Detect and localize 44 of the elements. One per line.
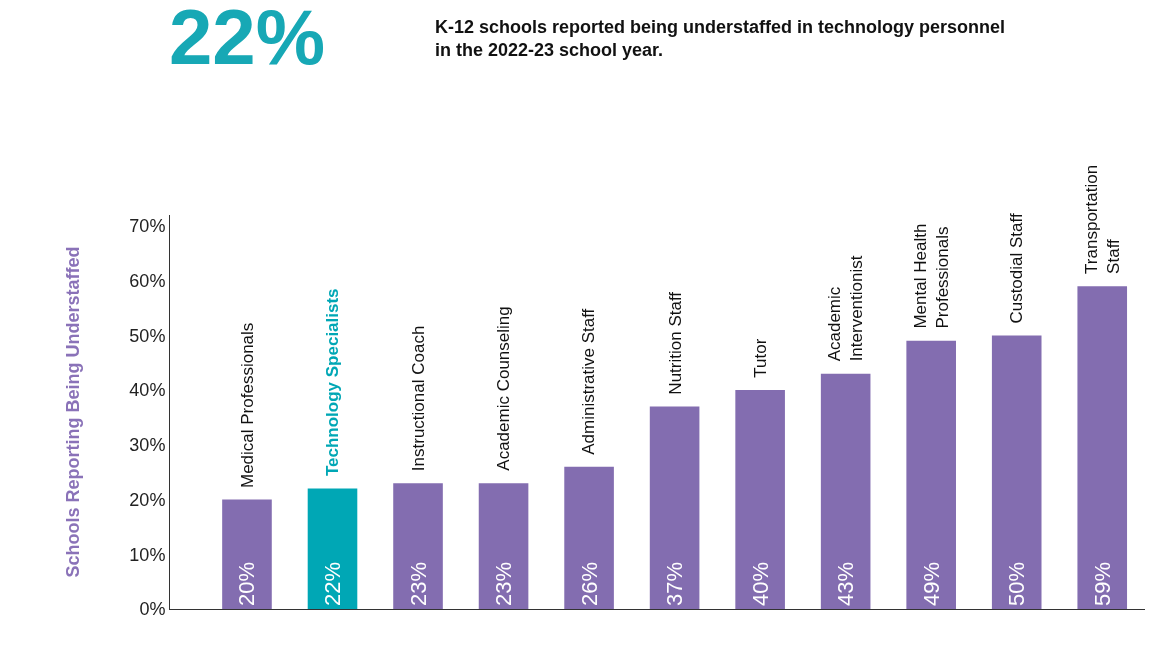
y-tick-label: 10% xyxy=(129,544,166,565)
bar xyxy=(307,488,358,609)
y-tick-label: 70% xyxy=(129,216,166,237)
data-label: 59% xyxy=(1089,561,1115,606)
y-tick-label: 0% xyxy=(139,599,166,620)
x-tick-label: Custodial Staff xyxy=(1006,213,1026,324)
bar xyxy=(649,406,700,609)
y-tick-label: 20% xyxy=(129,489,166,510)
y-tick-label: 50% xyxy=(129,325,166,346)
x-tick-label: Mental Health Professionals xyxy=(910,223,952,329)
bar xyxy=(222,499,272,609)
data-label: 40% xyxy=(747,561,773,606)
x-tick-label: Administrative Staff xyxy=(579,308,599,455)
data-label: 23% xyxy=(491,561,517,606)
bar xyxy=(991,335,1042,609)
chart-subtitle: K-12 schools reported being understaffed in technology personnel in the 2022-23 school year. xyxy=(435,17,1006,61)
data-label: 43% xyxy=(833,561,859,606)
bar xyxy=(393,483,443,609)
y-tick-label: 60% xyxy=(129,270,166,291)
bar xyxy=(1077,286,1128,609)
data-label: 37% xyxy=(662,561,688,606)
x-tick-label: Academic Interventionist xyxy=(824,255,867,362)
y-tick-label: 30% xyxy=(129,435,166,456)
x-tick-label: Nutrition Staff xyxy=(665,291,685,395)
data-label: 23% xyxy=(405,561,431,606)
bar xyxy=(478,483,529,609)
bar xyxy=(906,340,956,609)
x-tick-label: Transportation Staff xyxy=(1081,164,1123,274)
y-tick-label: 40% xyxy=(129,380,166,401)
x-tick-label: Medical Professionals xyxy=(237,322,257,489)
y-axis-title: Schools Reporting Being Understaffed xyxy=(62,246,83,578)
bar xyxy=(735,390,785,609)
data-label: 49% xyxy=(918,561,944,606)
x-tick-label: Tutor xyxy=(750,338,770,378)
bar xyxy=(820,373,871,609)
x-tick-label: Academic Counseling xyxy=(494,306,514,471)
data-label: 50% xyxy=(1004,561,1030,606)
x-tick-label: Technology Specialists xyxy=(322,288,342,477)
x-tick-label: Instructional Coach xyxy=(408,325,428,472)
bar xyxy=(564,466,614,609)
chart-title: 22% xyxy=(168,0,326,82)
data-label: 20% xyxy=(234,561,260,606)
data-label: 22% xyxy=(320,561,345,606)
data-label: 26% xyxy=(576,561,602,606)
